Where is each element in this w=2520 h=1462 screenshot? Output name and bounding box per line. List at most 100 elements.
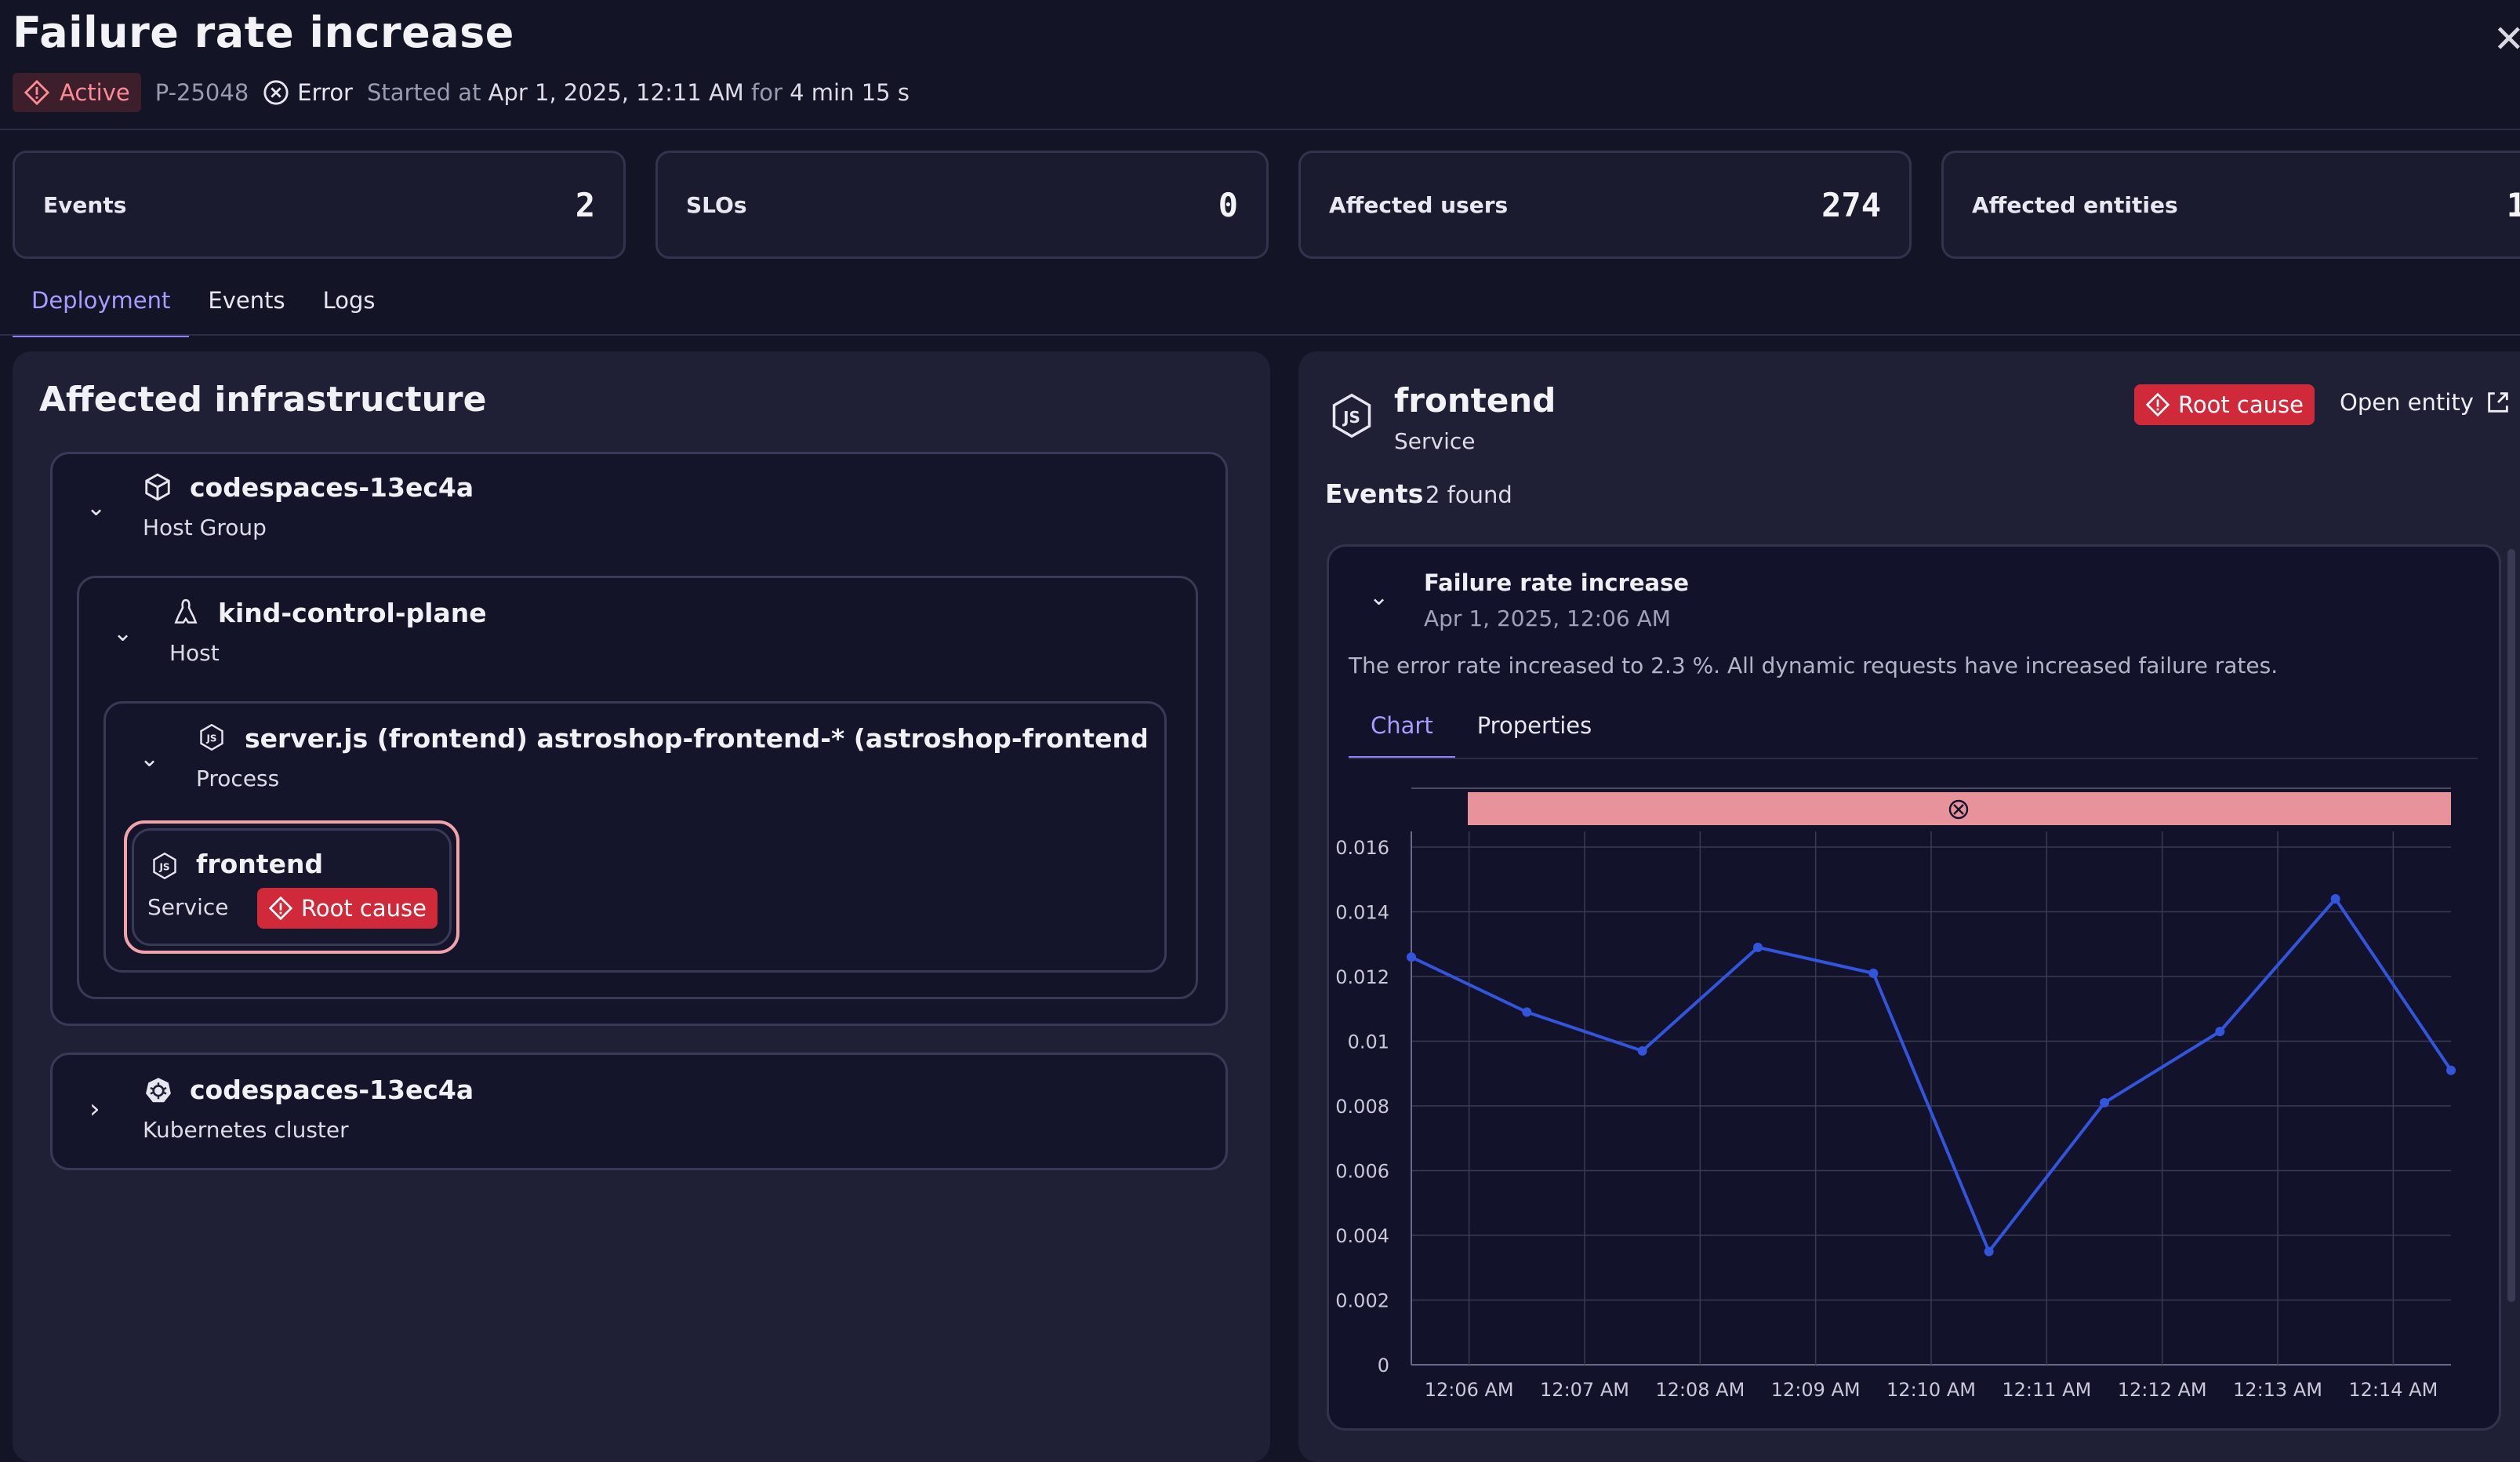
event-description: The error rate increased to 2.3 %. All d… — [1349, 653, 2279, 678]
x-tick-label: 12:06 AM — [1425, 1379, 1514, 1401]
page-title: Failure rate increase — [13, 8, 514, 57]
events-heading: Events — [1325, 478, 1424, 509]
error-circle-icon — [263, 79, 289, 106]
y-tick-label: 0.016 — [1335, 837, 1389, 859]
cluster-name[interactable]: codespaces-13ec4a — [190, 1075, 474, 1105]
main-tabs: Deployment Events Logs — [13, 276, 394, 337]
data-point[interactable] — [1522, 1007, 1532, 1017]
nodejs-icon: JS — [1328, 392, 1375, 439]
kpi-affected-users[interactable]: Affected users 274 — [1298, 151, 1912, 259]
chart-grid — [1411, 831, 2451, 1366]
cluster-card[interactable] — [50, 1053, 1228, 1170]
external-link-icon — [2485, 389, 2511, 416]
x-tick-label: 12:14 AM — [2348, 1379, 2438, 1401]
x-tick-label: 12:13 AM — [2233, 1379, 2322, 1401]
root-cause-badge: Root cause — [257, 888, 438, 929]
x-tick-label: 12:10 AM — [1886, 1379, 1976, 1401]
kpi-label: Affected users — [1329, 191, 1509, 218]
tab-chart[interactable]: Chart — [1349, 704, 1455, 759]
events-count: 2 found — [1425, 482, 1512, 508]
y-tick-label: 0 — [1378, 1355, 1389, 1377]
data-point[interactable] — [1637, 1046, 1647, 1056]
warning-diamond-icon — [2145, 392, 2170, 417]
data-point[interactable] — [1753, 942, 1763, 952]
data-point[interactable] — [1407, 952, 1416, 962]
cube-icon — [143, 472, 172, 502]
problem-id: P-25048 — [154, 79, 249, 106]
x-tick-label: 12:12 AM — [2118, 1379, 2207, 1401]
svg-text:JS: JS — [1342, 408, 1360, 427]
severity: Error — [263, 79, 353, 106]
kpi-value: 1 — [2506, 185, 2520, 224]
severity-label: Error — [297, 79, 353, 106]
problem-meta: Active P-25048 Error Started at Apr 1, 2… — [13, 72, 910, 113]
kpi-value: 2 — [575, 185, 595, 224]
data-point[interactable] — [2446, 1065, 2456, 1075]
linux-icon — [171, 598, 201, 627]
kpi-affected-entities[interactable]: Affected entities 1 — [1941, 151, 2520, 259]
root-cause-badge: Root cause — [2134, 384, 2315, 425]
chevron-down-icon[interactable]: ⌄ — [1369, 584, 1389, 611]
status-label: Active — [60, 79, 130, 106]
kpi-label: SLOs — [686, 191, 747, 218]
nodejs-icon: JS — [151, 852, 179, 880]
kubernetes-icon — [144, 1076, 172, 1104]
nodejs-icon: JS — [198, 723, 226, 751]
cluster-type: Kubernetes cluster — [143, 1117, 349, 1143]
service-name[interactable]: frontend — [196, 849, 324, 879]
host-group-type: Host Group — [143, 515, 267, 540]
host-name[interactable]: kind-control-plane — [218, 598, 487, 628]
x-tick-label: 12:11 AM — [2002, 1379, 2091, 1401]
open-entity-label: Open entity — [2340, 389, 2474, 416]
status-badge: Active — [13, 73, 141, 112]
scrollbar[interactable] — [2507, 549, 2515, 1302]
tab-deployment[interactable]: Deployment — [13, 276, 190, 337]
y-tick-label: 0.006 — [1335, 1161, 1389, 1183]
tab-properties[interactable]: Properties — [1476, 712, 1592, 739]
service-type: Service — [147, 894, 229, 920]
y-axis-labels: 0 0.002 0.004 0.006 0.008 0.01 0.012 0.014 0.016 — [1335, 837, 1389, 1377]
divider — [0, 129, 2520, 130]
y-tick-label: 0.004 — [1335, 1225, 1389, 1247]
data-point[interactable] — [1984, 1246, 1994, 1257]
root-cause-label: Root cause — [301, 895, 427, 922]
failure-rate-series — [1407, 894, 2456, 1257]
started-prefix: Started at — [366, 79, 481, 106]
series-line — [1411, 897, 2453, 1253]
svg-text:JS: JS — [205, 733, 216, 744]
kpi-slos[interactable]: SLOs 0 — [655, 151, 1269, 259]
tab-events[interactable]: Events — [208, 287, 285, 314]
y-tick-label: 0.01 — [1348, 1031, 1389, 1053]
kpi-events[interactable]: Events 2 — [13, 151, 626, 259]
data-point[interactable] — [2100, 1097, 2109, 1107]
entity-type: Service — [1394, 428, 1476, 454]
event-title[interactable]: Failure rate increase — [1424, 569, 1690, 596]
data-point[interactable] — [1868, 968, 1879, 978]
open-entity-button[interactable]: Open entity — [2340, 389, 2511, 416]
chevron-down-icon[interactable]: ⌄ — [140, 745, 160, 773]
kpi-label: Events — [43, 191, 127, 218]
for-word: for — [751, 79, 783, 106]
entity-name: frontend — [1394, 381, 1556, 420]
kpi-label: Affected entities — [1972, 191, 2178, 218]
close-icon[interactable]: ✕ — [2493, 17, 2520, 61]
failure-rate-chart[interactable]: 0 0.002 0.004 0.006 0.008 0.01 0.012 0.014 0.016… — [1333, 776, 2486, 1404]
event-tabs-divider — [1349, 758, 2478, 759]
host-type: Host — [169, 640, 220, 666]
chevron-down-icon[interactable]: ⌄ — [86, 494, 107, 522]
event-tabs: Chart Properties — [1349, 704, 1614, 759]
host-group-name[interactable]: codespaces-13ec4a — [190, 472, 474, 503]
chevron-down-icon[interactable]: ⌄ — [113, 620, 133, 647]
chevron-right-icon[interactable]: › — [89, 1093, 100, 1125]
y-tick-label: 0.002 — [1335, 1290, 1389, 1312]
tab-logs[interactable]: Logs — [322, 287, 376, 314]
event-time: Apr 1, 2025, 12:06 AM — [1424, 606, 1671, 631]
kpi-value: 0 — [1218, 185, 1238, 224]
svg-text:JS: JS — [158, 861, 169, 872]
data-point[interactable] — [2330, 894, 2340, 904]
process-type: Process — [196, 766, 280, 791]
service-highlight — [124, 820, 459, 954]
data-point[interactable] — [2215, 1027, 2225, 1037]
process-name[interactable]: server.js (frontend) astroshop-frontend-… — [245, 723, 1146, 754]
y-tick-label: 0.014 — [1335, 902, 1389, 924]
